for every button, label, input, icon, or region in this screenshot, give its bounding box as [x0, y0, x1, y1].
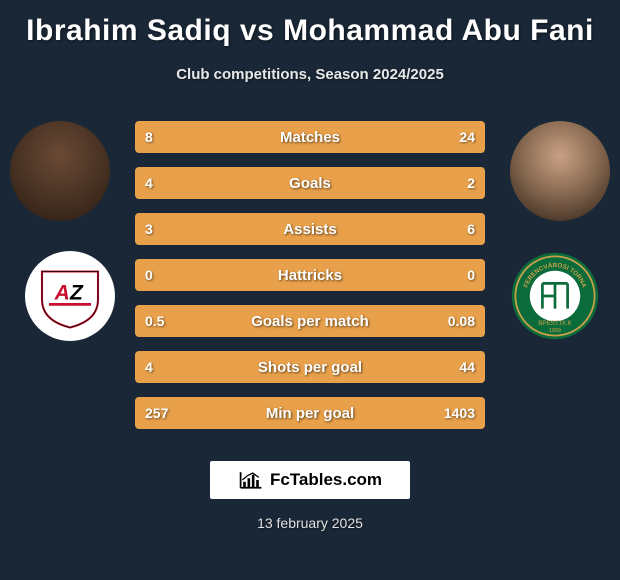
stat-bars: 8Matches244Goals23Assists60Hattricks00.5…: [135, 121, 485, 443]
stat-label: Min per goal: [135, 405, 485, 422]
stat-right-value: 0.08: [448, 313, 475, 329]
stat-left-value: 3: [145, 221, 153, 237]
stat-right-value: 0: [467, 267, 475, 283]
stat-label: Assists: [135, 221, 485, 238]
watermark-text: FcTables.com: [270, 470, 382, 490]
player-left-avatar: [10, 121, 110, 221]
stat-label: Goals per match: [135, 313, 485, 330]
subtitle: Club competitions, Season 2024/2025: [0, 66, 620, 83]
club-right-badge: FERENCVÁROSI TORNA BPEST.IX.K 1899: [510, 251, 600, 341]
ferencvaros-logo-icon: FERENCVÁROSI TORNA BPEST.IX.K 1899: [510, 251, 600, 341]
page-title: Ibrahim Sadiq vs Mohammad Abu Fani: [0, 0, 620, 48]
stat-row: 0.5Goals per match0.08: [135, 305, 485, 337]
stat-row: 8Matches24: [135, 121, 485, 153]
watermark-chart-icon: [238, 469, 264, 491]
club-left-badge: A Z: [25, 251, 115, 341]
stat-label: Hattricks: [135, 267, 485, 284]
stat-row: 257Min per goal1403: [135, 397, 485, 429]
svg-text:BPEST.IX.K: BPEST.IX.K: [538, 320, 572, 327]
az-logo-icon: A Z: [35, 261, 105, 331]
player-right-avatar: [510, 121, 610, 221]
stat-label: Matches: [135, 129, 485, 146]
stat-label: Goals: [135, 175, 485, 192]
comparison-panel: A Z FERENCVÁROSI TORNA BPEST.IX.K 1899: [0, 111, 620, 441]
stat-left-value: 0: [145, 267, 153, 283]
stat-row: 3Assists6: [135, 213, 485, 245]
player-right-face-placeholder: [510, 121, 610, 221]
watermark: FcTables.com: [210, 461, 410, 499]
stat-right-value: 2: [467, 175, 475, 191]
stat-right-value: 6: [467, 221, 475, 237]
stat-right-value: 24: [459, 129, 475, 145]
stat-left-value: 4: [145, 359, 153, 375]
stat-left-value: 0.5: [145, 313, 164, 329]
stat-row: 4Goals2: [135, 167, 485, 199]
stat-label: Shots per goal: [135, 359, 485, 376]
svg-text:A: A: [54, 282, 70, 305]
svg-text:Z: Z: [69, 282, 84, 305]
stat-right-value: 44: [459, 359, 475, 375]
svg-text:1899: 1899: [549, 328, 561, 334]
stat-left-value: 8: [145, 129, 153, 145]
stat-left-value: 257: [145, 405, 168, 421]
stat-left-value: 4: [145, 175, 153, 191]
stat-row: 0Hattricks0: [135, 259, 485, 291]
date-label: 13 february 2025: [0, 515, 620, 531]
player-left-face-placeholder: [10, 121, 110, 221]
stat-row: 4Shots per goal44: [135, 351, 485, 383]
stat-right-value: 1403: [444, 405, 475, 421]
